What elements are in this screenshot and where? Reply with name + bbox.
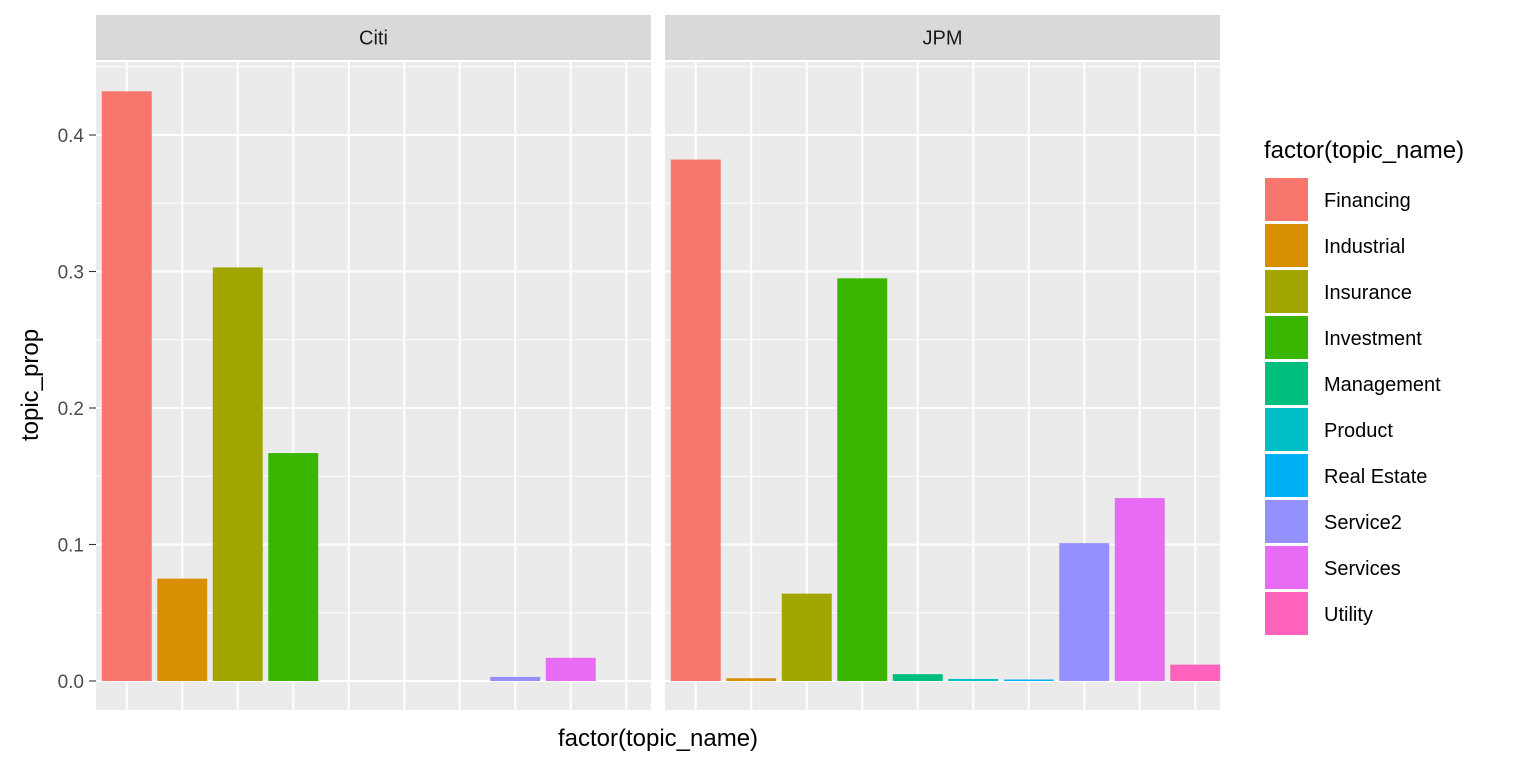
bar-citi-financing	[101, 91, 152, 681]
legend-item: Financing	[1265, 178, 1411, 221]
facet-panels: Citi JPM	[96, 15, 1221, 710]
bar-jpm-real-estate	[1003, 679, 1054, 681]
facet-panel-jpm: JPM	[665, 15, 1221, 710]
legend-key	[1265, 316, 1308, 359]
legend-item: Real Estate	[1265, 454, 1427, 497]
bar-citi-service2	[490, 676, 541, 681]
legend-label: Real Estate	[1324, 466, 1427, 488]
legend-label: Financing	[1324, 190, 1411, 212]
bar-jpm-product	[948, 678, 999, 681]
facet-strip-label: JPM	[923, 28, 963, 50]
facet-strip	[665, 15, 1220, 60]
bar-jpm-utility	[1170, 664, 1221, 681]
x-axis-title: factor(topic_name)	[558, 725, 758, 752]
y-tick-label: 0.4	[58, 126, 85, 147]
legend-key	[1265, 224, 1308, 267]
legend-key	[1265, 178, 1308, 221]
legend-items: Financing Industrial Insurance Investment Ma…	[1265, 178, 1441, 635]
legend-label: Investment	[1324, 328, 1422, 350]
legend-item: Utility	[1265, 592, 1373, 635]
y-axis-title: topic_prop	[17, 329, 44, 441]
legend-label: Management	[1324, 374, 1441, 396]
bar-citi-services	[545, 657, 596, 681]
legend-item: Management	[1265, 362, 1441, 405]
legend-item: Service2	[1265, 500, 1402, 543]
y-tick-label: 0.2	[58, 399, 84, 420]
legend-item: Insurance	[1265, 270, 1412, 313]
legend-key	[1265, 546, 1308, 589]
legend-label: Utility	[1324, 604, 1373, 626]
legend-key	[1265, 592, 1308, 635]
y-tick-label: 0.3	[58, 263, 84, 284]
bar-jpm-industrial	[726, 678, 777, 681]
bar-citi-investment	[268, 453, 319, 681]
legend: factor(topic_name) Financing Industrial In…	[1264, 137, 1464, 635]
bar-citi-industrial	[157, 578, 208, 681]
legend-item: Services	[1265, 546, 1401, 589]
legend-key	[1265, 500, 1308, 543]
legend-item: Product	[1265, 408, 1393, 451]
facet-strip	[96, 15, 651, 60]
bar-jpm-insurance	[781, 593, 832, 681]
legend-item: Industrial	[1265, 224, 1405, 267]
bar-jpm-service2	[1059, 543, 1110, 681]
y-tick-label: 0.1	[58, 536, 84, 557]
facet-strip-label: Citi	[359, 28, 388, 50]
bar-jpm-investment	[837, 278, 888, 681]
y-axis: 0.0 0.1 0.2 0.3 0.4	[58, 126, 96, 693]
legend-title: factor(topic_name)	[1264, 137, 1464, 164]
legend-key	[1265, 270, 1308, 313]
legend-label: Industrial	[1324, 236, 1405, 258]
legend-key	[1265, 408, 1308, 451]
legend-key	[1265, 454, 1308, 497]
legend-label: Services	[1324, 558, 1401, 580]
bar-jpm-services	[1114, 498, 1165, 681]
legend-label: Service2	[1324, 512, 1402, 534]
legend-key	[1265, 362, 1308, 405]
legend-label: Product	[1324, 420, 1393, 442]
bar-jpm-management	[892, 674, 943, 681]
legend-item: Investment	[1265, 316, 1422, 359]
legend-label: Insurance	[1324, 282, 1412, 304]
facet-panel-citi: Citi	[96, 15, 651, 710]
y-tick-label: 0.0	[58, 672, 84, 693]
bar-jpm-financing	[670, 159, 721, 681]
bar-citi-insurance	[212, 267, 263, 681]
